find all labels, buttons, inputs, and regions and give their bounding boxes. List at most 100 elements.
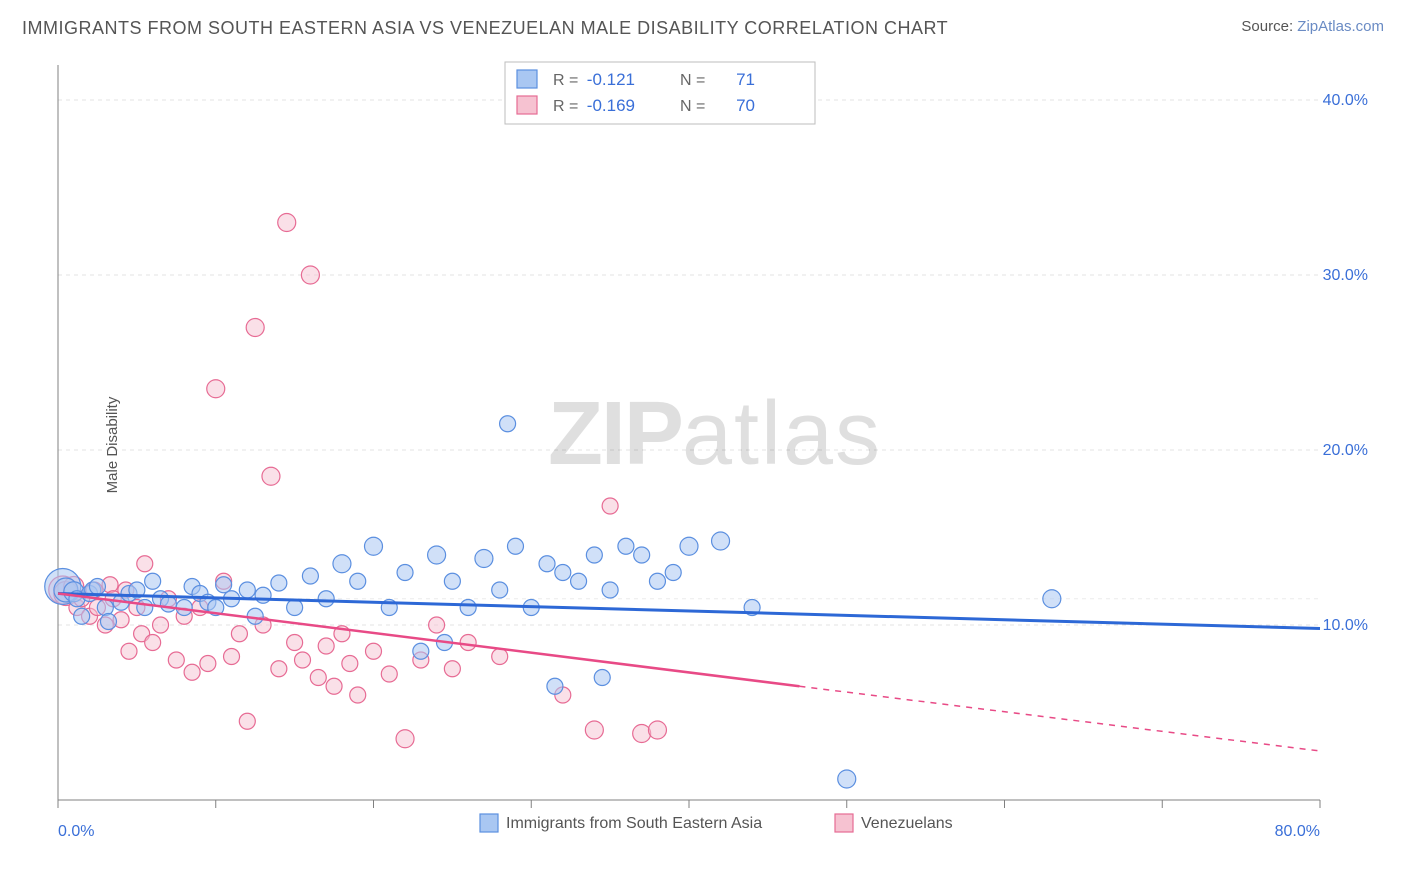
data-point: [89, 579, 105, 595]
data-point: [602, 582, 618, 598]
y-tick-label: 10.0%: [1323, 617, 1368, 634]
data-point: [634, 547, 650, 563]
data-point: [365, 537, 383, 555]
data-point: [184, 664, 200, 680]
data-point: [97, 600, 113, 616]
data-point: [145, 573, 161, 589]
x-tick-label: 80.0%: [1275, 823, 1320, 840]
data-point: [246, 319, 264, 337]
source-link[interactable]: ZipAtlas.com: [1297, 18, 1384, 35]
data-point: [160, 596, 176, 612]
data-point: [429, 617, 445, 633]
source-attribution: Source: ZipAtlas.com: [1241, 18, 1384, 35]
legend-swatch: [517, 96, 537, 114]
data-point: [302, 568, 318, 584]
data-point: [287, 600, 303, 616]
data-point: [121, 643, 137, 659]
data-point: [262, 467, 280, 485]
data-point: [571, 573, 587, 589]
data-point: [618, 538, 634, 554]
data-point: [633, 725, 651, 743]
data-point: [555, 565, 571, 581]
legend-r-label: R =: [553, 98, 578, 115]
data-point: [838, 770, 856, 788]
data-point: [153, 617, 169, 633]
data-point: [444, 661, 460, 677]
data-point: [350, 573, 366, 589]
legend-r-value: -0.121: [587, 70, 635, 89]
data-point: [1043, 590, 1061, 608]
y-tick-label: 30.0%: [1323, 267, 1368, 284]
legend-swatch: [480, 814, 498, 832]
legend-n-value: 71: [736, 70, 755, 89]
data-point: [145, 635, 161, 651]
data-point: [648, 721, 666, 739]
data-point: [207, 380, 225, 398]
data-point: [585, 721, 603, 739]
legend-label: Immigrants from South Eastern Asia: [506, 815, 762, 832]
data-point: [492, 582, 508, 598]
data-point: [318, 591, 334, 607]
data-point: [278, 214, 296, 232]
data-point: [460, 635, 476, 651]
data-point: [475, 550, 493, 568]
legend-n-value: 70: [736, 96, 755, 115]
data-point: [224, 649, 240, 665]
data-point: [397, 565, 413, 581]
trend-line-extrapolated: [799, 686, 1320, 751]
data-point: [413, 643, 429, 659]
legend-r-label: R =: [553, 72, 578, 89]
data-point: [100, 614, 116, 630]
legend-r-value: -0.169: [587, 96, 635, 115]
legend-n-label: N =: [680, 98, 705, 115]
data-point: [271, 661, 287, 677]
data-point: [310, 670, 326, 686]
data-point: [539, 556, 555, 572]
data-point: [428, 546, 446, 564]
y-tick-label: 40.0%: [1323, 92, 1368, 109]
legend-swatch: [517, 70, 537, 88]
data-point: [295, 652, 311, 668]
data-point: [231, 626, 247, 642]
data-point: [460, 600, 476, 616]
y-axis-label: Male Disability: [104, 397, 121, 494]
data-point: [239, 582, 255, 598]
data-point: [602, 498, 618, 514]
data-point: [594, 670, 610, 686]
legend-swatch: [835, 814, 853, 832]
data-point: [318, 638, 334, 654]
data-point: [168, 652, 184, 668]
data-point: [665, 565, 681, 581]
source-prefix: Source:: [1241, 18, 1297, 35]
data-point: [216, 577, 232, 593]
legend-label: Venezuelans: [861, 815, 953, 832]
data-point: [680, 537, 698, 555]
data-point: [287, 635, 303, 651]
data-point: [500, 416, 516, 432]
plot-area: Male Disability ZIPatlas 0.0%80.0%10.0%2…: [50, 60, 1380, 830]
data-point: [586, 547, 602, 563]
data-point: [547, 678, 563, 694]
data-point: [350, 687, 366, 703]
legend-n-label: N =: [680, 72, 705, 89]
data-point: [239, 713, 255, 729]
data-point: [333, 555, 351, 573]
data-point: [492, 649, 508, 665]
data-point: [326, 678, 342, 694]
data-point: [396, 730, 414, 748]
data-point: [712, 532, 730, 550]
trend-line: [58, 594, 799, 687]
data-point: [137, 556, 153, 572]
data-point: [301, 266, 319, 284]
y-tick-label: 20.0%: [1323, 442, 1368, 459]
data-point: [342, 656, 358, 672]
stats-legend: [505, 62, 815, 124]
data-point: [507, 538, 523, 554]
data-point: [137, 600, 153, 616]
chart-title: IMMIGRANTS FROM SOUTH EASTERN ASIA VS VE…: [22, 18, 948, 39]
x-tick-label: 0.0%: [58, 823, 94, 840]
scatter-chart: 0.0% 80.0% 10.0% 20.0% 30.0% 40.0% R = -0.121 N …: [50, 60, 1380, 860]
data-point: [444, 573, 460, 589]
data-point: [255, 587, 271, 603]
data-point: [381, 666, 397, 682]
